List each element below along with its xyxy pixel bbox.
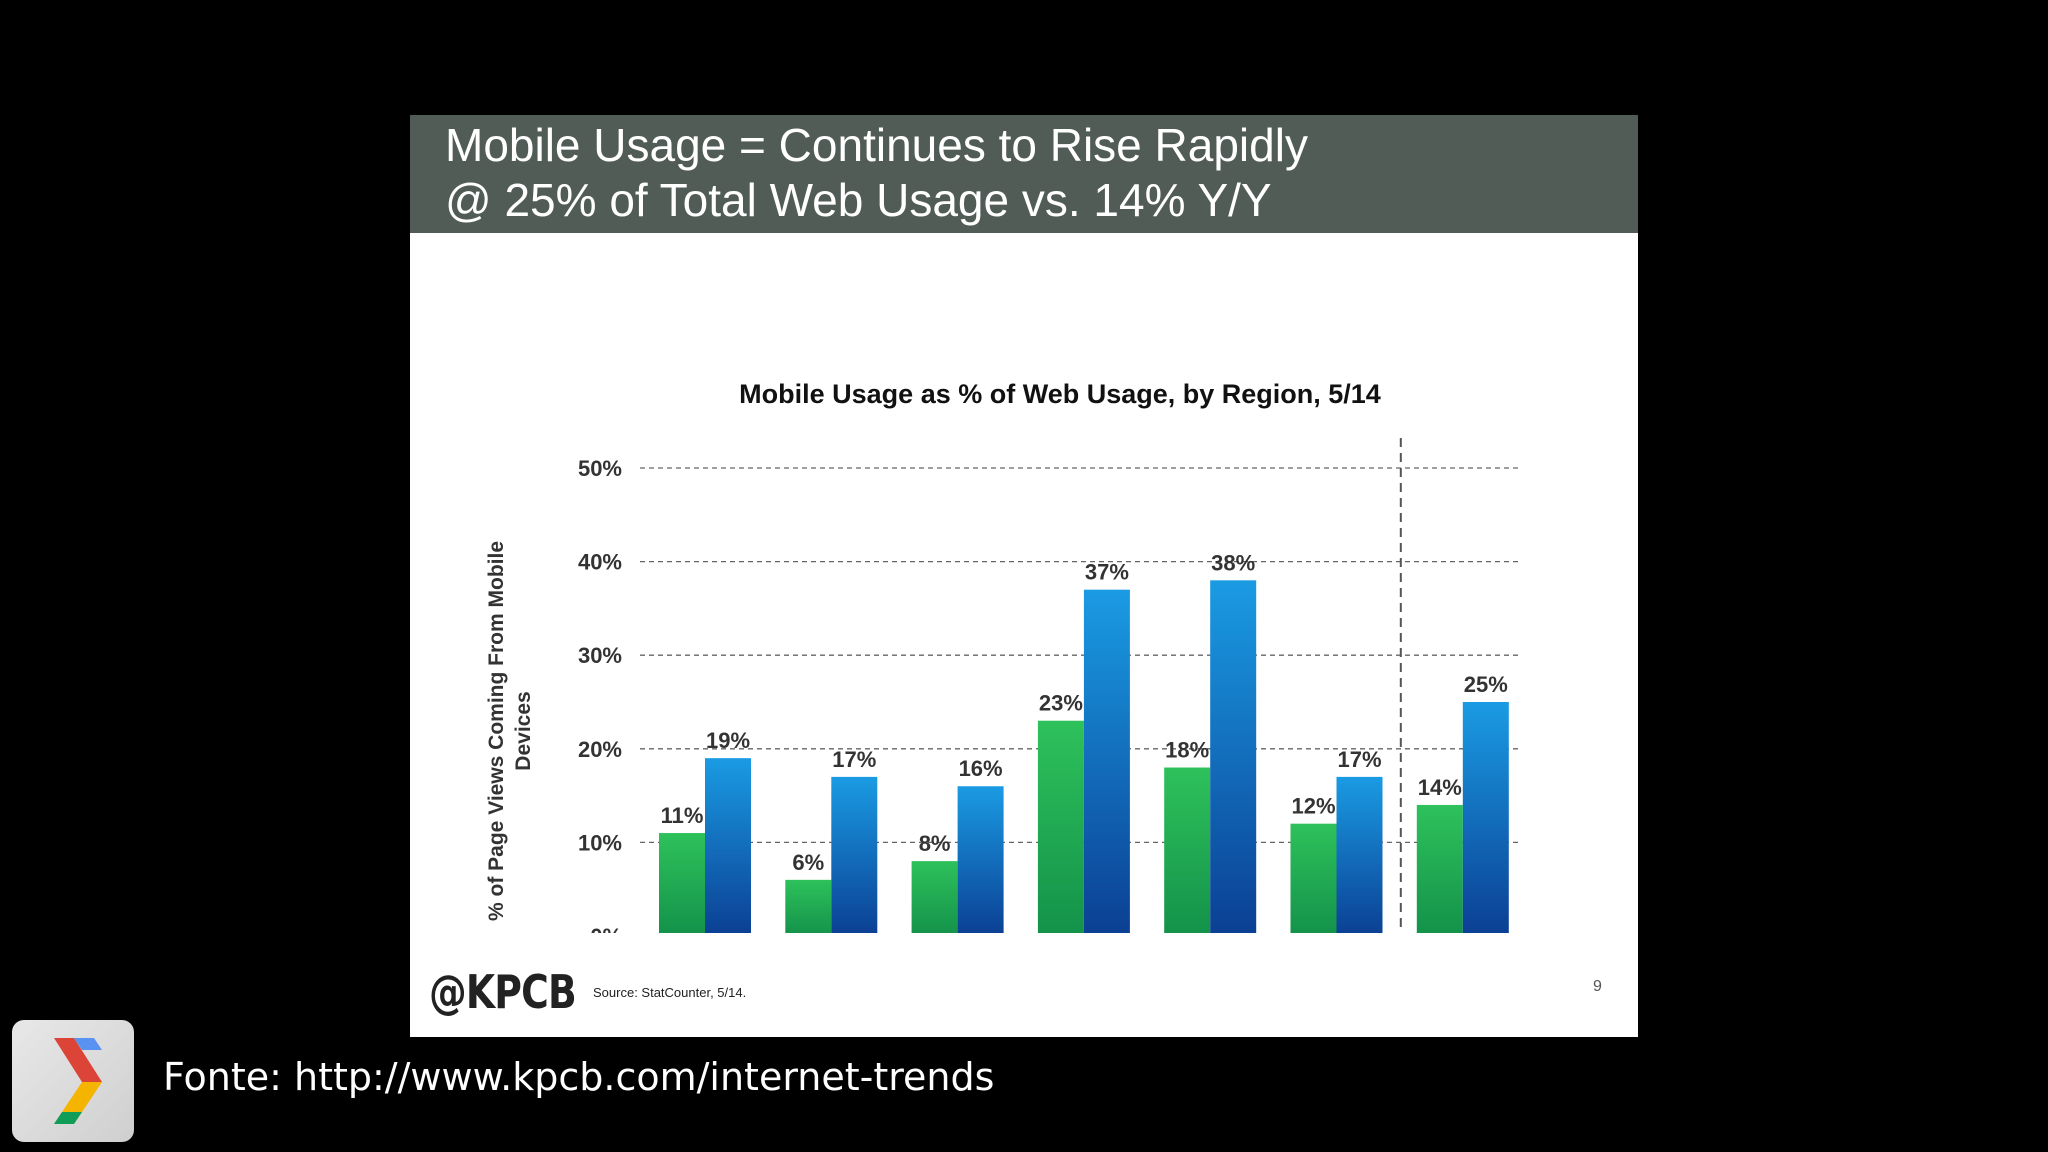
bar xyxy=(1336,776,1383,933)
bar xyxy=(1037,720,1084,933)
y-axis-label-line-2: Devices xyxy=(512,691,535,770)
data-label: 6% xyxy=(792,850,824,875)
data-label: 37% xyxy=(1085,560,1129,585)
y-tick-labels: 0% 10% 20% 30% 40% 50% xyxy=(578,456,622,933)
y-tick-label: 20% xyxy=(578,737,622,762)
chevron-logo-icon xyxy=(12,1020,134,1142)
bar xyxy=(1290,823,1337,933)
slide-title-line-2: @ 25% of Total Web Usage vs. 14% Y/Y xyxy=(445,174,1272,226)
data-label: 23% xyxy=(1039,691,1083,716)
y-tick-label: 0% xyxy=(590,924,622,933)
bar xyxy=(785,879,832,933)
slide-header: Mobile Usage = Continues to Rise Rapidly… xyxy=(410,115,1638,233)
data-label: 19% xyxy=(706,728,750,753)
bar xyxy=(1416,804,1463,933)
y-tick-label: 50% xyxy=(578,456,622,481)
y-tick-label: 10% xyxy=(578,830,622,855)
source-note: Source: StatCounter, 5/14. xyxy=(593,985,747,1000)
data-label: 14% xyxy=(1418,775,1462,800)
data-labels: 11%19%6%17%8%16%23%37%18%38%12%17%14%25% xyxy=(661,550,1508,875)
y-axis-label: % of Page Views Coming From Mobile Devic… xyxy=(485,541,535,921)
bar xyxy=(1462,702,1509,933)
data-label: 38% xyxy=(1211,550,1255,575)
bar xyxy=(831,776,878,933)
page-number: 9 xyxy=(1593,978,1602,995)
source-caption: Fonte: http://www.kpcb.com/internet-tren… xyxy=(163,1055,995,1099)
bar xyxy=(911,861,958,933)
kpcb-logo: @KPCB xyxy=(429,965,577,1019)
bar xyxy=(659,833,705,933)
data-label: 17% xyxy=(1337,747,1381,772)
data-label: 25% xyxy=(1464,672,1508,697)
bars xyxy=(659,580,1509,933)
bar xyxy=(705,758,751,933)
data-label: 18% xyxy=(1165,738,1209,763)
bar xyxy=(1083,589,1130,933)
slide: Mobile Usage = Continues to Rise Rapidly… xyxy=(410,115,1638,1037)
y-axis-label-line-1: % of Page Views Coming From Mobile xyxy=(485,541,508,921)
slide-title-line-1: Mobile Usage = Continues to Rise Rapidly xyxy=(445,119,1308,171)
y-tick-label: 40% xyxy=(578,550,622,575)
bar-chart: Mobile Usage as % of Web Usage, by Regio… xyxy=(485,379,1522,933)
data-label: 11% xyxy=(661,803,704,828)
data-label: 8% xyxy=(919,831,951,856)
bar xyxy=(1164,767,1211,933)
data-label: 17% xyxy=(832,747,876,772)
data-label: 12% xyxy=(1291,794,1335,819)
data-label: 16% xyxy=(959,756,1003,781)
chart-title: Mobile Usage as % of Web Usage, by Regio… xyxy=(739,379,1381,409)
y-tick-label: 30% xyxy=(578,643,622,668)
bar xyxy=(1210,580,1257,933)
bar xyxy=(957,786,1004,933)
